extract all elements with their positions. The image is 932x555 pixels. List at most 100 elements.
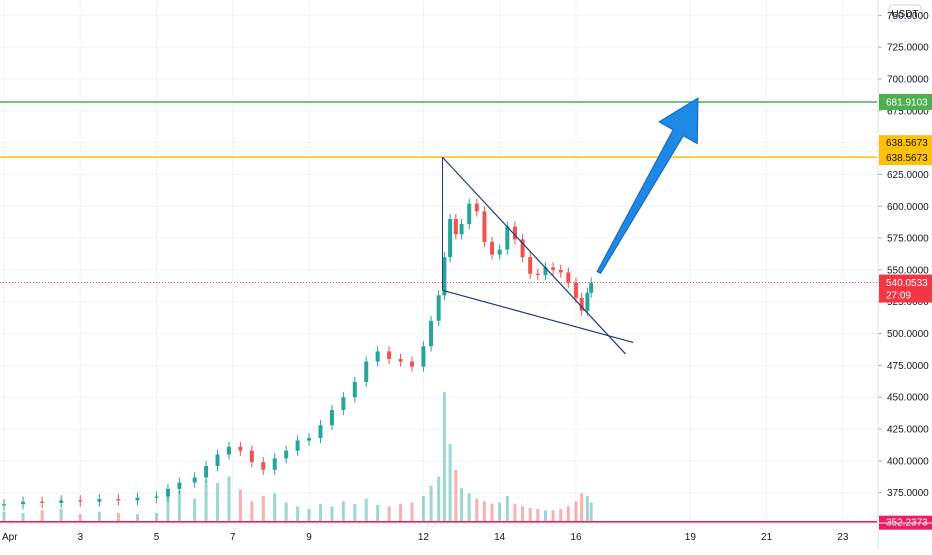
candle-body: [585, 292, 590, 311]
price-tag-yellow-upper[interactable]: [879, 135, 932, 151]
candle-body: [490, 241, 495, 255]
price-tick-label: 600.0000: [887, 202, 929, 213]
candle-body: [573, 282, 578, 298]
candle-body: [421, 346, 426, 367]
time-tick-label: 12: [418, 532, 430, 543]
price-tick-label: 550.0000: [887, 265, 929, 276]
candle-body: [226, 446, 231, 455]
volume-bar: [273, 493, 277, 522]
volume-bar: [437, 476, 441, 522]
candle-body: [543, 267, 548, 276]
grid: [0, 0, 877, 522]
candle-body: [192, 477, 197, 483]
candle-body: [97, 499, 102, 502]
candle-body: [387, 351, 392, 360]
volume-bar: [387, 506, 391, 522]
candle-body: [177, 482, 182, 489]
volume-bar: [296, 506, 300, 522]
up-arrow[interactable]: [596, 97, 699, 275]
volume-bar: [460, 488, 464, 522]
candle-body: [566, 272, 571, 283]
volume-bar: [574, 501, 578, 522]
volume-bar: [2, 511, 6, 522]
volume-bar: [78, 514, 82, 522]
candle-body: [272, 458, 277, 470]
candle-body: [21, 501, 26, 505]
price-tick-label: 725.0000: [887, 43, 929, 54]
volume-bar: [410, 502, 414, 522]
price-tick-label: 750.0000: [887, 11, 929, 22]
candle-body: [154, 496, 159, 498]
candle-body: [135, 497, 140, 501]
time-tick-label: 5: [154, 532, 160, 543]
price-tag-yellow[interactable]: [879, 150, 932, 166]
current-price-label: 540.0533: [886, 278, 928, 289]
volume-bar: [513, 503, 517, 522]
volume-bar: [421, 496, 425, 522]
candle-body: [459, 224, 464, 235]
candle-body: [520, 239, 525, 258]
volume-bar: [543, 510, 547, 522]
candle-body: [429, 320, 434, 347]
time-tick-label: 16: [570, 532, 582, 543]
volume-bar: [442, 392, 446, 522]
price-tag-label: 638.5673: [886, 138, 928, 149]
price-tag-green[interactable]: [879, 93, 932, 110]
candle-body: [204, 465, 209, 478]
trendline[interactable]: [442, 289, 634, 344]
candle-body: [215, 454, 220, 466]
volume-bar: [364, 498, 368, 522]
volume-bar: [482, 501, 486, 522]
volume-bar: [204, 480, 208, 522]
volume-bar: [580, 493, 584, 522]
volume-bar: [284, 502, 288, 522]
time-tick-label: 23: [837, 532, 849, 543]
candle-body: [448, 218, 453, 258]
volume-bar: [490, 503, 494, 522]
volume-bar: [566, 506, 570, 522]
volume-bar: [216, 483, 220, 522]
trendline[interactable]: [442, 156, 626, 355]
price-tick-label: 675.0000: [887, 106, 929, 117]
price-tick-label: 400.0000: [887, 456, 929, 467]
volume-bar: [589, 502, 593, 522]
time-tick-label: Apr: [2, 532, 18, 543]
volume-bar: [227, 476, 231, 522]
volume-bar: [330, 506, 334, 522]
current-price-tag[interactable]: [879, 274, 932, 303]
volume-bar: [551, 510, 555, 522]
price-axis[interactable]: USDT 375.0000 400.0000 425.0000 450.0000 475.…: [877, 0, 932, 550]
candle-body: [318, 425, 323, 438]
candle-body: [364, 361, 369, 382]
currency-badge[interactable]: [888, 4, 922, 22]
drawings[interactable]: [442, 97, 699, 355]
candle-body: [589, 282, 594, 293]
candle-body: [505, 226, 510, 250]
volume-bar: [353, 503, 357, 522]
volume-bar: [307, 509, 311, 522]
candle-body: [116, 499, 121, 501]
time-axis[interactable]: Apr 3 5 7 9 12 14 16 19 21 23: [0, 522, 932, 543]
volume-bar: [318, 503, 322, 522]
price-tick-label: 525.0000: [887, 297, 929, 308]
candle-body: [409, 361, 414, 367]
volume-bar: [40, 510, 44, 522]
candle-body: [249, 450, 254, 463]
candle-body: [497, 249, 502, 255]
candle-body: [352, 381, 357, 398]
candle-body: [59, 500, 64, 503]
volume-bar: [454, 470, 458, 522]
candle-body: [467, 203, 472, 225]
volume-bar: [467, 493, 471, 522]
price-tick-label: 500.0000: [887, 329, 929, 340]
volume-bar: [341, 501, 345, 522]
time-tick-label: 7: [230, 532, 236, 543]
volume-bars: [2, 392, 593, 522]
volume-bar: [429, 485, 433, 522]
candle-body: [284, 450, 289, 459]
candle-body: [558, 269, 563, 273]
candle-body: [375, 351, 380, 362]
volume-bar: [521, 506, 525, 522]
